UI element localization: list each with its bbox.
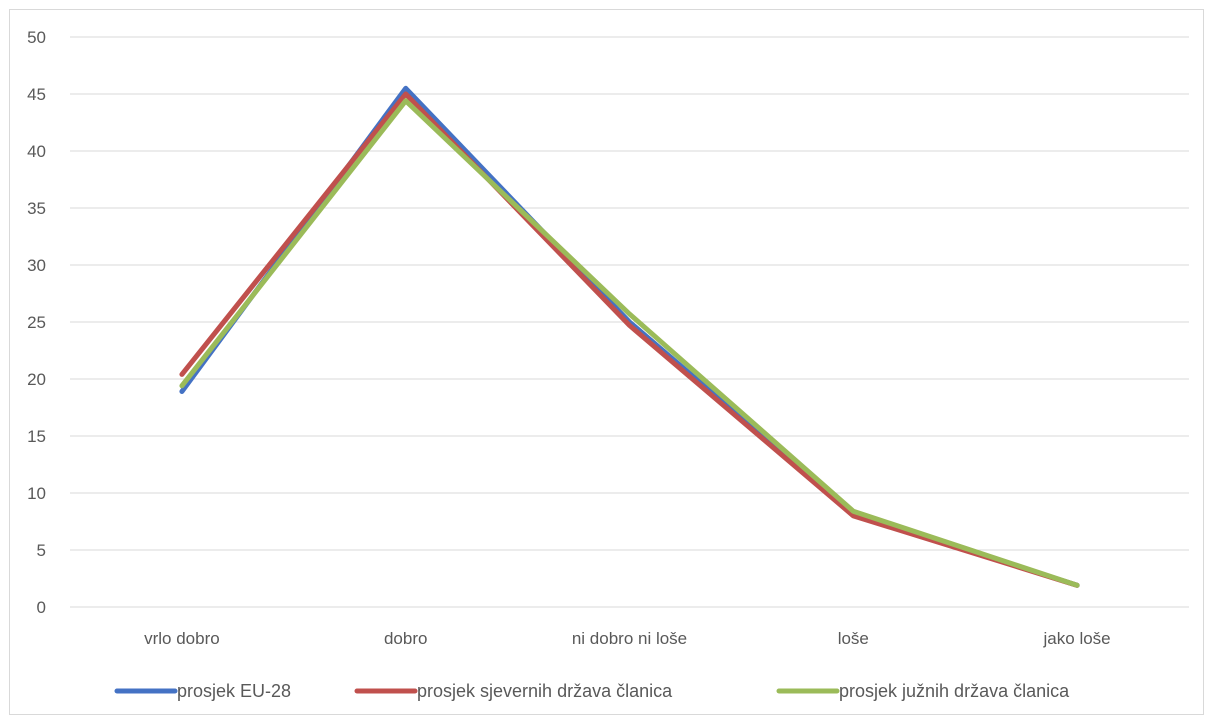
gridlines bbox=[70, 36, 1189, 608]
y-tick-label: 25 bbox=[27, 313, 46, 332]
y-tick-label: 5 bbox=[37, 541, 46, 560]
series-lines bbox=[179, 85, 1080, 588]
y-tick-label: 0 bbox=[37, 598, 46, 617]
legend-label: prosjek sjevernih država članica bbox=[417, 681, 673, 701]
x-tick-label: vrlo dobro bbox=[144, 629, 220, 648]
x-tick-label: jako loše bbox=[1043, 629, 1111, 648]
y-tick-label: 30 bbox=[27, 256, 46, 275]
series-line-3 bbox=[179, 98, 1080, 588]
x-tick-label: dobro bbox=[384, 629, 427, 648]
y-axis-ticks: 0 5 10 15 20 25 30 35 40 45 50 bbox=[27, 28, 46, 617]
legend-label: prosjek južnih država članica bbox=[839, 681, 1070, 701]
y-tick-label: 35 bbox=[27, 199, 46, 218]
x-axis-ticks: vrlo dobro dobro ni dobro ni loše loše jako … bbox=[144, 629, 1111, 648]
y-tick-label: 50 bbox=[27, 28, 46, 47]
y-tick-label: 10 bbox=[27, 484, 46, 503]
series-line-2 bbox=[179, 91, 1080, 588]
x-tick-label: loše bbox=[838, 629, 869, 648]
chart-frame bbox=[9, 9, 1204, 715]
series-line-1 bbox=[179, 85, 1080, 588]
legend-label: prosjek EU-28 bbox=[177, 681, 291, 701]
y-tick-label: 45 bbox=[27, 85, 46, 104]
x-tick-label: ni dobro ni loše bbox=[572, 629, 687, 648]
y-tick-label: 15 bbox=[27, 427, 46, 446]
y-tick-label: 20 bbox=[27, 370, 46, 389]
legend: prosjek EU-28 prosjek sjevernih država čl… bbox=[114, 681, 1070, 701]
y-tick-label: 40 bbox=[27, 142, 46, 161]
